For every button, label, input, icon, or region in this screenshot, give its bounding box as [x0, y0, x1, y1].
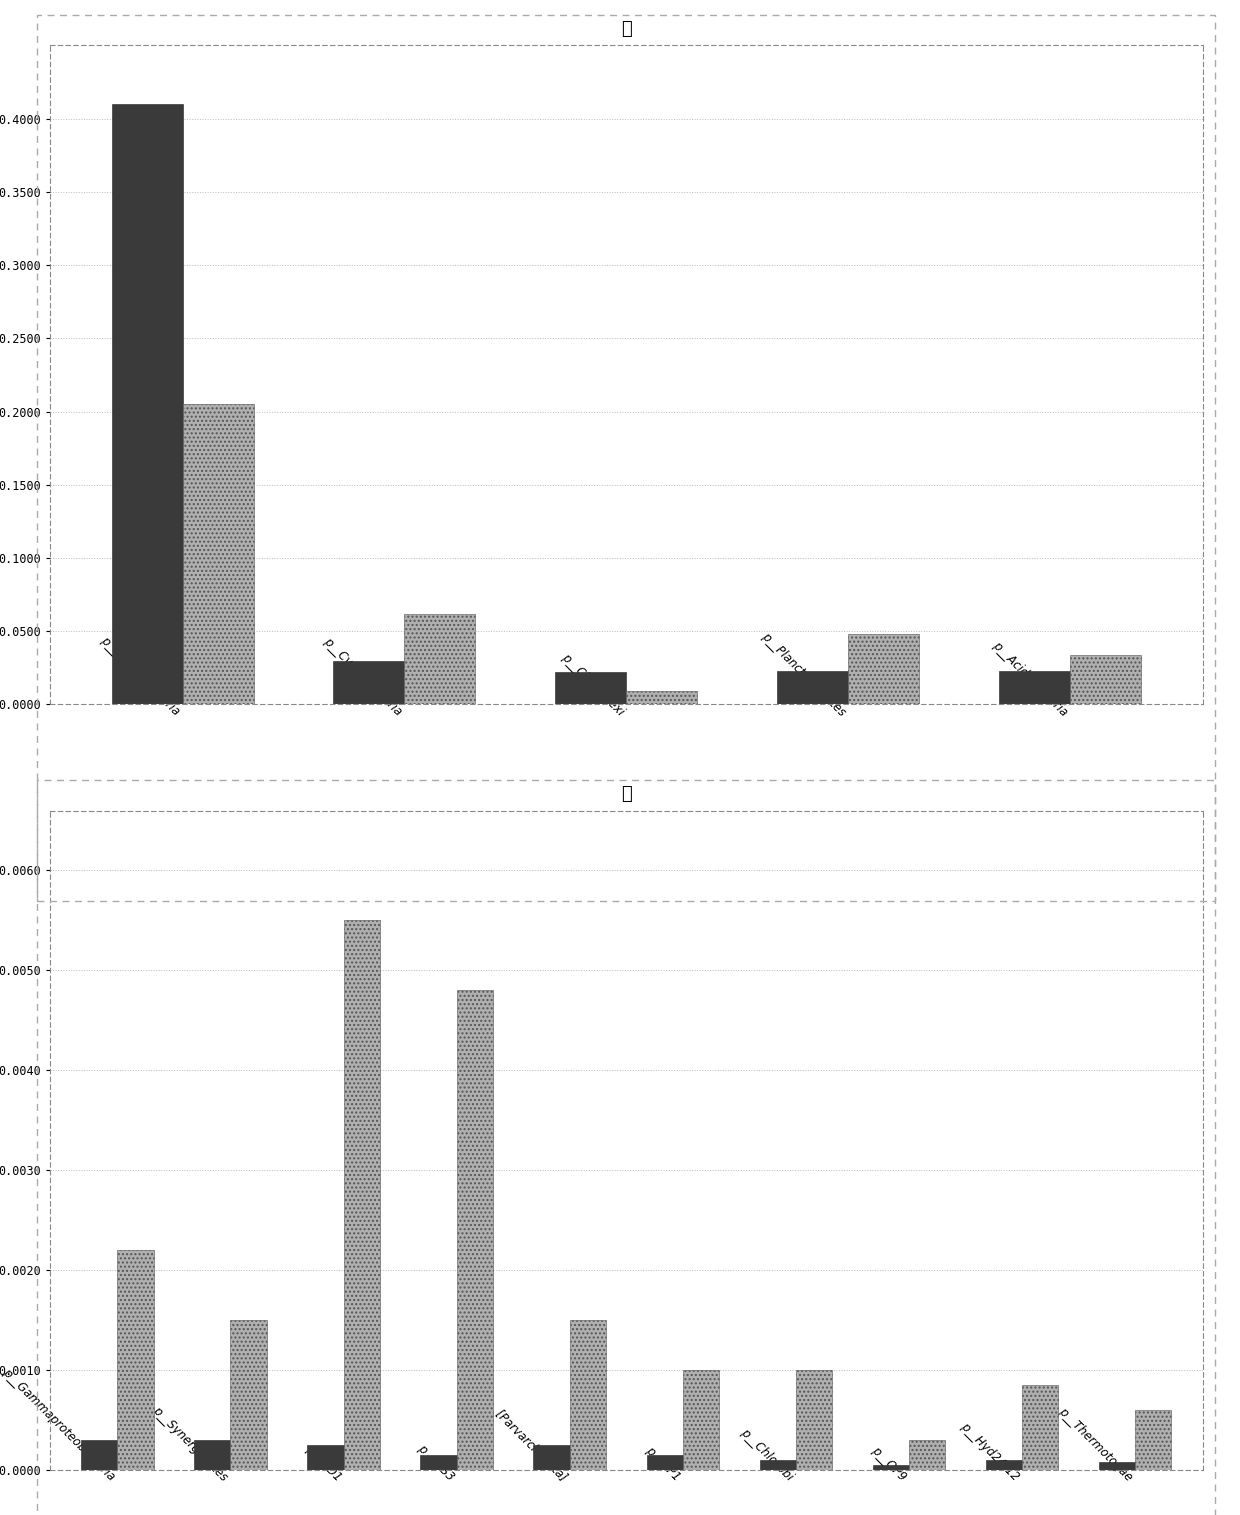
- Bar: [848, 635, 919, 704]
- Bar: [195, 1439, 231, 1470]
- Bar: [182, 405, 254, 704]
- Bar: [796, 1370, 832, 1470]
- Title: 门: 门: [621, 785, 631, 803]
- Bar: [334, 661, 404, 704]
- Title: 门: 门: [621, 20, 631, 38]
- Bar: [456, 991, 492, 1470]
- Bar: [569, 1320, 606, 1470]
- Bar: [556, 673, 626, 704]
- Legend: 对照, 帕金森氏病: 对照, 帕金森氏病: [548, 842, 704, 870]
- Bar: [760, 1459, 796, 1470]
- Bar: [82, 1439, 118, 1470]
- Bar: [998, 671, 1070, 704]
- Bar: [683, 1370, 719, 1470]
- Bar: [1099, 1462, 1135, 1470]
- Bar: [404, 614, 475, 704]
- Bar: [1070, 654, 1141, 704]
- Bar: [308, 1445, 343, 1470]
- Bar: [420, 1454, 456, 1470]
- Bar: [986, 1459, 1022, 1470]
- Bar: [1022, 1385, 1058, 1470]
- Bar: [533, 1445, 569, 1470]
- Bar: [646, 1454, 683, 1470]
- Bar: [231, 1320, 267, 1470]
- Bar: [1135, 1409, 1171, 1470]
- Bar: [873, 1465, 909, 1470]
- Bar: [777, 671, 848, 704]
- Bar: [112, 105, 182, 704]
- Bar: [118, 1250, 154, 1470]
- Bar: [626, 691, 697, 704]
- Bar: [909, 1439, 945, 1470]
- Bar: [343, 921, 379, 1470]
